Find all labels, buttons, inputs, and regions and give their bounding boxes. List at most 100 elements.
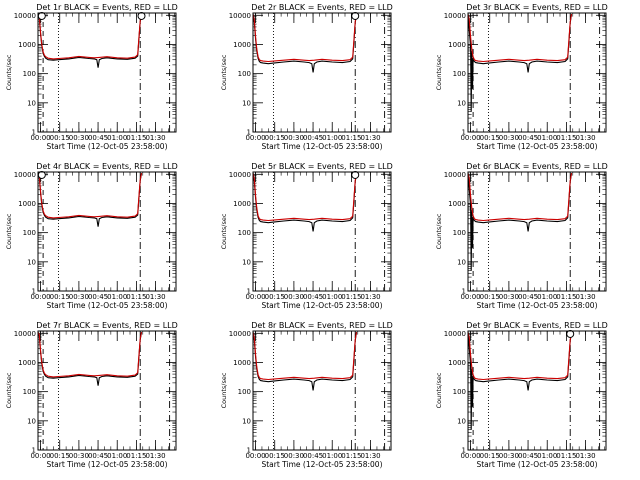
y-tick-label: 1 (247, 447, 251, 455)
x-tick-label: 01:00 (537, 452, 557, 460)
x-tick-label: 00:00 (30, 134, 50, 142)
plot-frame (467, 171, 607, 292)
y-tick-label: 10000 (229, 330, 251, 338)
series-group (38, 331, 143, 386)
x-tick-label: 00:45 (88, 134, 108, 142)
y-tick-label: 100 (23, 229, 36, 237)
y-tick-label: 100 (453, 70, 466, 78)
y-tick-label: 1000 (18, 41, 36, 49)
y-tick-label: 1 (32, 129, 36, 137)
x-tick-label: 00:45 (303, 134, 323, 142)
panel-det-8: Det 8r BLACK = Events, RED = LLD Counts/s… (220, 321, 393, 469)
x-tick-label: 01:15 (126, 452, 146, 460)
x-axis-label: Start Time (12-Oct-05 23:58:00) (46, 142, 167, 151)
y-tick-label: 10 (242, 258, 251, 266)
y-axis-label: Counts/sec (220, 54, 228, 90)
x-tick-label: 01:00 (537, 293, 557, 301)
x-tick-label: 01:15 (341, 293, 361, 301)
y-axis-label: Counts/sec (5, 54, 13, 90)
panel-title: Det 9r BLACK = Events, RED = LLD (466, 321, 608, 330)
x-tick-label: 01:30 (575, 452, 595, 460)
x-axis-label: Start Time (12-Oct-05 23:58:00) (46, 301, 167, 310)
x-tick-label: 01:00 (322, 293, 342, 301)
marker-circle (37, 170, 46, 179)
x-tick-label: 00:15 (50, 452, 70, 460)
x-tick-label: 00:30 (284, 452, 304, 460)
plot-frame (37, 12, 177, 133)
series-line-events (253, 173, 358, 232)
x-tick-label: 00:00 (245, 134, 265, 142)
y-tick-label: 1 (462, 288, 466, 296)
y-tick-label: 10000 (14, 12, 36, 20)
y-tick-label: 1000 (448, 359, 466, 367)
panel-det-1: Det 1r BLACK = Events, RED = LLD Counts/s… (5, 3, 178, 151)
x-tick-label: 00:15 (265, 134, 285, 142)
x-tick-label: 00:45 (88, 293, 108, 301)
x-tick-label: 01:00 (322, 452, 342, 460)
x-tick-label: 01:30 (360, 452, 380, 460)
marker-circle (566, 329, 575, 338)
y-tick-label: 1000 (233, 359, 251, 367)
plot-frame (252, 12, 392, 133)
series-line-lld (38, 331, 143, 378)
y-tick-label: 10 (242, 417, 251, 425)
series-line-lld (253, 172, 358, 222)
y-tick-label: 100 (238, 229, 251, 237)
marker-circle (351, 170, 360, 179)
x-tick-label: 00:15 (265, 293, 285, 301)
marker-circle (37, 11, 46, 20)
y-tick-label: 10 (27, 99, 36, 107)
y-axis-label: Counts/sec (435, 54, 443, 90)
panel-title: Det 3r BLACK = Events, RED = LLD (466, 3, 608, 12)
x-tick-label: 00:00 (460, 452, 480, 460)
x-tick-label: 01:30 (145, 134, 165, 142)
y-tick-label: 10 (457, 258, 466, 266)
y-tick-label: 10000 (444, 330, 466, 338)
panel-title: Det 4r BLACK = Events, RED = LLD (36, 162, 178, 171)
panel-title: Det 2r BLACK = Events, RED = LLD (251, 3, 393, 12)
x-tick-label: 00:00 (460, 134, 480, 142)
x-tick-label: 00:30 (499, 293, 519, 301)
y-tick-label: 100 (23, 388, 36, 396)
series-line-lld (38, 172, 143, 219)
x-tick-label: 00:45 (518, 134, 538, 142)
x-tick-label: 01:15 (556, 293, 576, 301)
y-tick-label: 1 (32, 288, 36, 296)
series-line-events (38, 13, 143, 68)
x-tick-label: 00:15 (50, 134, 70, 142)
y-tick-label: 1000 (448, 200, 466, 208)
series-group (468, 13, 573, 112)
x-tick-label: 01:15 (341, 452, 361, 460)
series-line-events (38, 172, 143, 227)
x-tick-label: 01:15 (341, 134, 361, 142)
x-tick-label: 00:45 (518, 452, 538, 460)
x-tick-label: 01:30 (360, 134, 380, 142)
plot-frame (37, 171, 177, 292)
series-line-events (468, 14, 573, 112)
x-tick-label: 00:00 (30, 452, 50, 460)
y-tick-label: 10 (27, 417, 36, 425)
x-tick-label: 01:15 (126, 293, 146, 301)
x-tick-label: 01:30 (575, 293, 595, 301)
panel-det-7: Det 7r BLACK = Events, RED = LLD Counts/s… (5, 321, 178, 469)
x-tick-label: 00:15 (480, 452, 500, 460)
x-tick-label: 01:00 (537, 134, 557, 142)
panel-det-4: Det 4r BLACK = Events, RED = LLD Counts/s… (5, 162, 178, 310)
series-line-lld (253, 13, 358, 63)
panel-title: Det 6r BLACK = Events, RED = LLD (466, 162, 608, 171)
y-tick-label: 10 (457, 417, 466, 425)
plot-frame (252, 330, 392, 451)
y-tick-label: 1000 (18, 359, 36, 367)
x-tick-label: 01:00 (322, 134, 342, 142)
y-tick-label: 1 (462, 129, 466, 137)
x-tick-label: 00:15 (480, 134, 500, 142)
x-tick-label: 01:30 (145, 452, 165, 460)
y-tick-label: 10000 (444, 12, 466, 20)
series-line-events (468, 332, 573, 430)
series-group (38, 172, 143, 227)
panel-det-6: Det 6r BLACK = Events, RED = LLD Counts/s… (435, 162, 608, 310)
y-tick-label: 1000 (448, 41, 466, 49)
x-axis-label: Start Time (12-Oct-05 23:58:00) (261, 142, 382, 151)
y-tick-label: 10000 (229, 12, 251, 20)
